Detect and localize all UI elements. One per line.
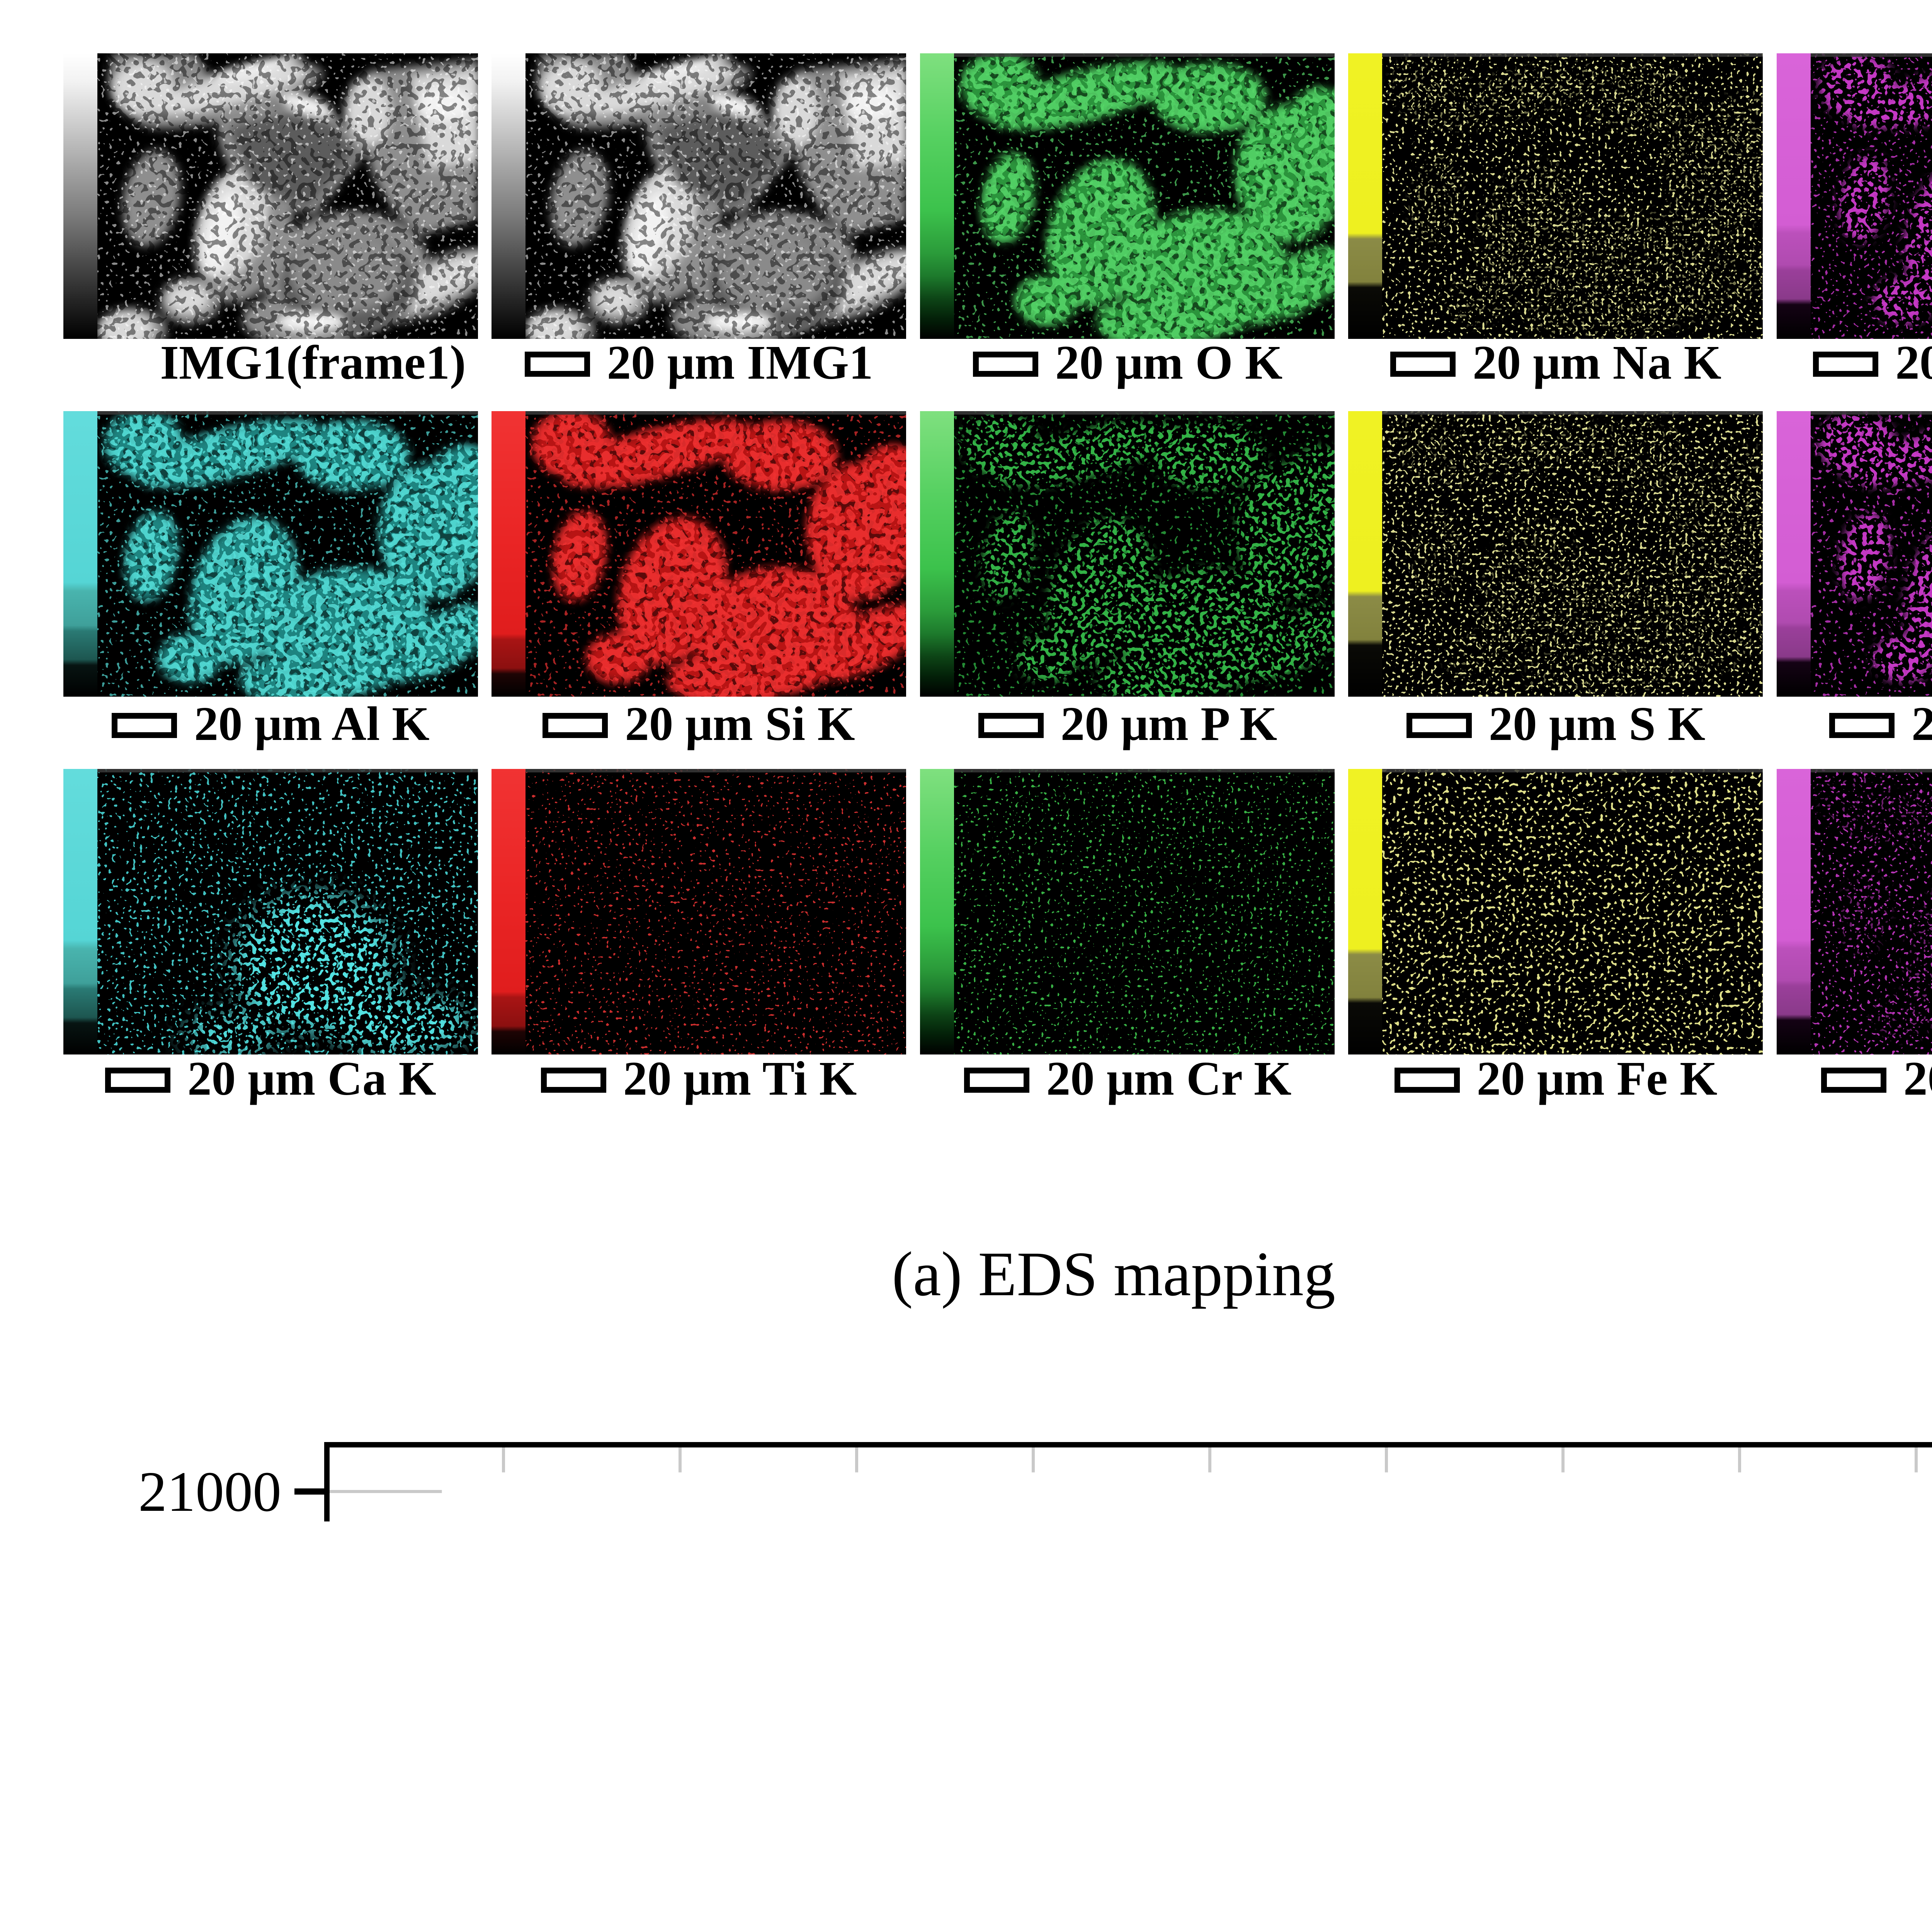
svg-text:12000: 12000 (138, 1874, 281, 1932)
svg-text:18000: 18000 (138, 1598, 281, 1662)
svg-text:21000: 21000 (138, 1460, 281, 1524)
svg-text:15000: 15000 (138, 1736, 281, 1799)
svg-text:Counts: Counts (47, 1860, 117, 1932)
